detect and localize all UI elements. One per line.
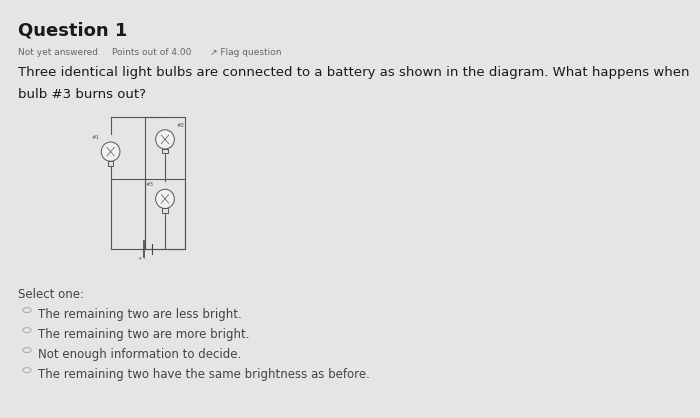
Text: Not yet answered: Not yet answered bbox=[18, 48, 98, 57]
Circle shape bbox=[155, 189, 174, 209]
Text: #2: #2 bbox=[176, 123, 184, 128]
Text: Question 1: Question 1 bbox=[18, 22, 127, 40]
Circle shape bbox=[102, 142, 120, 161]
Circle shape bbox=[155, 130, 174, 149]
Text: #3: #3 bbox=[146, 183, 154, 188]
Bar bbox=[145, 179, 186, 249]
Text: The remaining two are less bright.: The remaining two are less bright. bbox=[38, 308, 242, 321]
Text: Three identical light bulbs are connected to a battery as shown in the diagram. : Three identical light bulbs are connecte… bbox=[18, 66, 690, 79]
Text: Select one:: Select one: bbox=[18, 288, 84, 301]
Bar bbox=[162, 209, 167, 213]
Text: Points out of 4.00: Points out of 4.00 bbox=[112, 48, 191, 57]
Text: bulb #3 burns out?: bulb #3 burns out? bbox=[18, 88, 146, 101]
Text: #1: #1 bbox=[91, 135, 99, 140]
Text: Not enough information to decide.: Not enough information to decide. bbox=[38, 348, 242, 361]
Text: The remaining two have the same brightness as before.: The remaining two have the same brightne… bbox=[38, 368, 370, 381]
Text: The remaining two are more bright.: The remaining two are more bright. bbox=[38, 328, 249, 341]
Bar bbox=[108, 161, 113, 166]
Text: + -: + - bbox=[137, 256, 145, 261]
Text: ↗ Flag question: ↗ Flag question bbox=[210, 48, 281, 57]
Bar bbox=[162, 149, 167, 153]
